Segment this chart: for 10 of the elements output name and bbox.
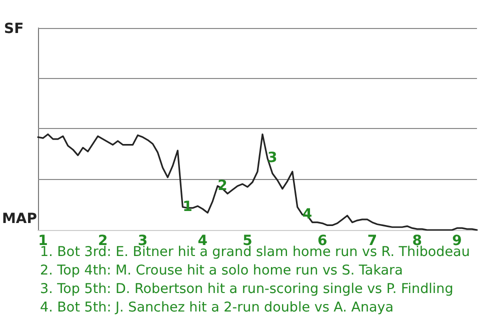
x-tick-label: 4 (198, 233, 208, 249)
x-tick-label: 7 (367, 233, 378, 249)
text: 3. Top 5th: D. Robertson hit a run-scoring single vs P. Findling (40, 281, 454, 297)
text: MAP (2, 211, 38, 227)
text: 2. Top 4th: M. Crouse hit a solo home run vs S. Takara (40, 262, 403, 278)
x-tick-label: 6 (317, 233, 328, 249)
text: 4. Bot 5th: J. Sanchez hit a 2-run double vs A. Anaya (40, 300, 394, 316)
text: SF (4, 21, 24, 37)
x-tick-label: 9 (452, 233, 462, 249)
annotation: 3 (267, 150, 278, 166)
